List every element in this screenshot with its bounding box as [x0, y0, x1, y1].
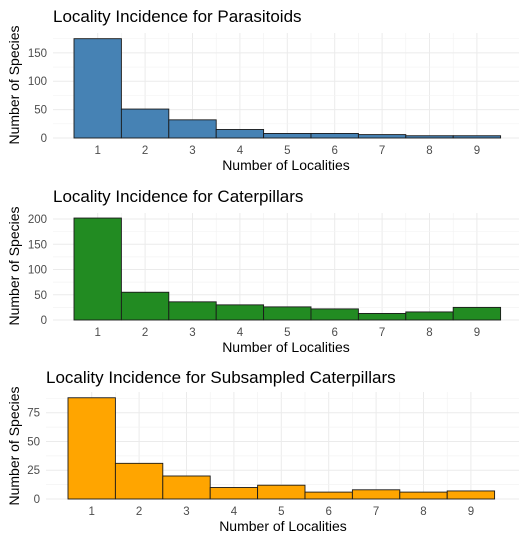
y-axis-title: Number of Species	[6, 386, 22, 505]
x-tick-label: 6	[331, 145, 337, 157]
x-tick-label: 1	[88, 506, 94, 518]
x-tick-label: 6	[325, 506, 331, 518]
x-tick-label: 5	[284, 145, 290, 157]
bars	[73, 217, 502, 321]
x-tick-label: 8	[426, 327, 432, 339]
bar-8	[405, 135, 454, 139]
x-tick-label: 7	[379, 327, 385, 339]
parasitoids-chart-panel: Locality Incidence for Parasitoids 05010…	[6, 7, 519, 173]
y-axis-title: Number of Species	[6, 206, 22, 325]
y-tick-label: 75	[27, 408, 40, 420]
x-tick-label: 8	[420, 506, 426, 518]
x-tick-label: 5	[284, 327, 290, 339]
bar-1	[73, 217, 122, 321]
y-tick-label: 25	[27, 465, 40, 477]
bar-9	[452, 306, 502, 321]
bar-6	[304, 491, 353, 500]
y-tick-label: 50	[34, 290, 47, 302]
x-tick-label: 1	[94, 327, 100, 339]
bar-8	[405, 311, 454, 321]
x-tick-label: 2	[142, 145, 148, 157]
x-tick-label: 8	[426, 145, 432, 157]
bar-6	[310, 308, 359, 321]
bar-9	[446, 490, 496, 500]
bar-6	[310, 133, 359, 139]
y-tick-label: 50	[34, 105, 47, 117]
x-tick-label: 9	[474, 327, 480, 339]
bar-7	[351, 489, 401, 500]
bar-7	[357, 134, 407, 139]
x-tick-label: 7	[379, 145, 385, 157]
y-tick-label: 100	[28, 76, 47, 88]
bar-4	[209, 487, 259, 500]
bar-1	[73, 38, 122, 139]
bar-8	[399, 491, 448, 500]
y-axis-title: Number of Species	[6, 25, 22, 144]
bar-3	[168, 119, 217, 139]
x-tick-label: 3	[189, 145, 195, 157]
y-tick-label: 0	[41, 315, 47, 327]
bars	[67, 397, 496, 500]
bar-3	[168, 301, 217, 321]
x-tick-label: 4	[237, 145, 244, 157]
x-tick-label: 6	[331, 327, 337, 339]
bar-4	[215, 304, 265, 321]
bar-9	[452, 135, 502, 139]
bars	[73, 38, 502, 139]
bar-5	[257, 484, 306, 500]
y-tick-label: 100	[28, 265, 47, 277]
x-tick-label: 9	[474, 145, 480, 157]
bar-5	[263, 133, 312, 139]
x-axis-title: Number of Localities	[219, 518, 347, 534]
chart-title: Locality Incidence for Caterpillars	[53, 187, 303, 206]
bar-3	[162, 475, 211, 500]
x-tick-labels: 1 2 3 4 5 6 7 8 9	[94, 145, 480, 157]
y-tick-label: 0	[41, 133, 47, 145]
x-tick-label: 9	[468, 506, 474, 518]
x-tick-label: 2	[136, 506, 142, 518]
bar-2	[114, 462, 164, 500]
y-tick-label: 0	[34, 494, 40, 506]
x-tick-label: 1	[94, 145, 100, 157]
x-axis-title: Number of Localities	[222, 157, 350, 173]
chart-title: Locality Incidence for Subsampled Caterp…	[46, 368, 396, 387]
x-tick-label: 3	[189, 327, 195, 339]
y-tick-labels: 0 50 100 150	[28, 48, 47, 145]
bar-4	[215, 129, 265, 139]
bar-2	[120, 291, 170, 321]
x-tick-label: 4	[231, 506, 238, 518]
x-tick-label: 3	[183, 506, 189, 518]
x-axis-title: Number of Localities	[222, 339, 350, 355]
y-tick-label: 50	[27, 436, 40, 448]
bar-7	[357, 312, 407, 321]
bar-1	[67, 397, 116, 500]
x-tick-labels: 1 2 3 4 5 6 7 8 9	[88, 506, 474, 518]
x-tick-label: 5	[278, 506, 284, 518]
subsampled-caterpillars-chart-panel: Locality Incidence for Subsampled Caterp…	[6, 368, 519, 534]
x-tick-label: 4	[237, 327, 244, 339]
x-tick-label: 7	[373, 506, 379, 518]
y-tick-label: 150	[28, 48, 47, 60]
bar-5	[263, 306, 312, 321]
x-tick-labels: 1 2 3 4 5 6 7 8 9	[94, 327, 480, 339]
bar-2	[120, 108, 170, 139]
y-tick-labels: 0 25 50 75	[27, 408, 40, 506]
x-tick-label: 2	[142, 327, 148, 339]
chart-title: Locality Incidence for Parasitoids	[53, 7, 302, 26]
y-tick-label: 200	[28, 214, 47, 226]
caterpillars-chart-panel: Locality Incidence for Caterpillars 0 50 1…	[6, 187, 519, 355]
y-tick-labels: 0 50 100 150 200	[28, 214, 47, 327]
y-tick-label: 150	[28, 239, 47, 251]
